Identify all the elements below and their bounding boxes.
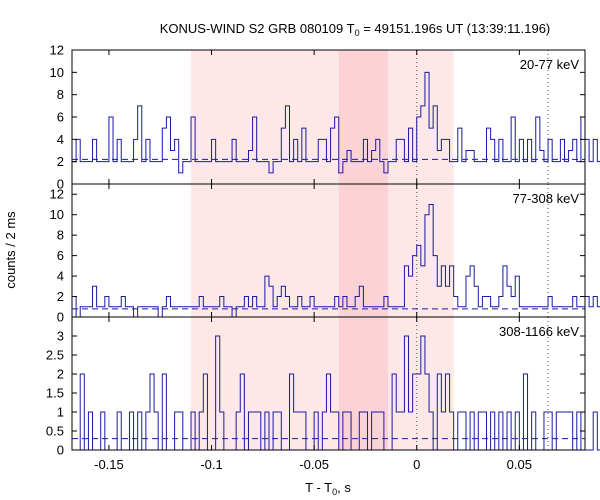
x-tick-label: 0 [413, 457, 420, 472]
y-tick-label: 6 [57, 248, 64, 263]
y-tick-label: 1 [57, 405, 64, 420]
y-tick-label: 2 [57, 154, 64, 169]
shaded-region-1 [191, 184, 454, 317]
y-tick-label: 0 [57, 443, 64, 458]
y-tick-label: 8 [57, 87, 64, 102]
y-tick-label: 0 [57, 177, 64, 192]
light-curve-step [72, 203, 600, 318]
x-tick-label: 0.05 [507, 457, 532, 472]
energy-band-label: 20-77 keV [520, 57, 580, 72]
x-axis-label: T - T0, s [305, 480, 351, 497]
x-axis-label-main: T - T [305, 480, 332, 495]
energy-band-label: 77-308 keV [513, 191, 580, 206]
y-tick-label: 6 [57, 110, 64, 125]
light-curve-step [72, 71, 600, 174]
y-tick-label: 0 [57, 310, 64, 325]
y-axis-label: counts / 2 ms [3, 211, 18, 289]
panel-2: 0 2 4 6 8 10 12 77-308 keV [50, 183, 600, 325]
y-tick-label: 8 [57, 228, 64, 243]
chart-title-main: KONUS-WIND S2 GRB 080109 T [160, 21, 355, 36]
shaded-region-2 [338, 50, 389, 184]
x-tick-label: -0.1 [200, 457, 222, 472]
y-tick-label: 3 [57, 329, 64, 344]
shaded-region-1 [191, 50, 454, 184]
energy-band-label: 308-1166 keV [499, 324, 579, 339]
x-axis-label-sub: 0 [332, 487, 337, 497]
y-tick-label: 1.5 [46, 386, 64, 401]
x-tick-label: -0.05 [299, 457, 329, 472]
y-tick-label: 2 [57, 367, 64, 382]
y-tick-label: 2.5 [46, 348, 64, 363]
y-tick-label: 10 [50, 207, 64, 222]
shaded-region-2 [338, 317, 389, 450]
panel-1: 0 2 4 6 8 10 12 20-77 keV [50, 43, 600, 192]
y-tick-label: 4 [57, 132, 64, 147]
chart-title-sub: 0 [355, 28, 360, 38]
y-tick-label: 4 [57, 269, 64, 284]
x-axis-label-rest: , s [337, 480, 351, 495]
chart-title-rest: = 49151.196s UT (13:39:11.196) [360, 21, 551, 36]
x-tick-label: -0.15 [94, 457, 124, 472]
y-tick-label: 12 [50, 43, 64, 58]
chart-title: KONUS-WIND S2 GRB 080109 T0 = 49151.196s… [160, 21, 551, 38]
y-tick-label: 0.5 [46, 424, 64, 439]
y-tick-label: 10 [50, 65, 64, 80]
y-tick-label: 12 [50, 187, 64, 202]
panel-3: 0 0.5 1 1.5 2 2.5 3 308-1166 keV [46, 316, 600, 458]
y-tick-label: 2 [57, 289, 64, 304]
panel-frame [71, 316, 586, 451]
